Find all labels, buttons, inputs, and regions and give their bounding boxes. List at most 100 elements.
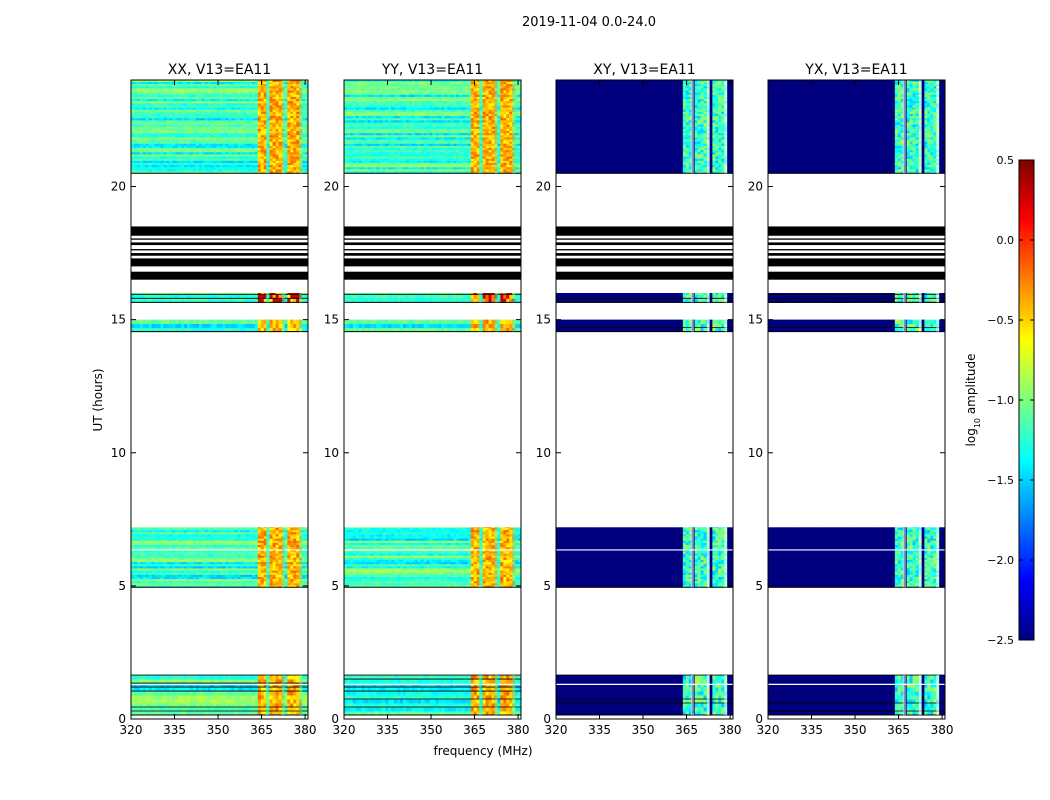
heatmap-cell: [293, 563, 297, 567]
heatmap-cell: [254, 130, 259, 134]
heatmap-cell: [240, 136, 244, 140]
heatmap-cell: [195, 527, 200, 528]
heatmap-cell: [142, 695, 147, 700]
heatmap-cell: [246, 570, 250, 573]
heatmap-cell: [184, 105, 188, 108]
heatmap-cell: [305, 113, 308, 117]
heatmap-cell: [210, 533, 214, 537]
heatmap-cell: [157, 538, 161, 541]
heatmap-cell: [225, 695, 229, 700]
heatmap-cell: [181, 576, 185, 580]
heatmap-cell: [175, 102, 179, 106]
heatmap-cell: [216, 531, 220, 535]
heatmap-cell: [225, 139, 229, 142]
heatmap-cell: [237, 578, 241, 582]
heatmap-cell: [278, 578, 282, 582]
heatmap-cell: [187, 132, 191, 136]
heatmap-cell: [195, 683, 200, 688]
heatmap-cell: [133, 124, 138, 127]
heatmap-cell: [131, 568, 135, 571]
heatmap-cell: [216, 691, 220, 696]
heatmap-cell: [246, 563, 250, 567]
heatmap-cell: [163, 136, 167, 140]
heatmap-cell: [190, 533, 194, 537]
heatmap-cell: [136, 111, 141, 114]
heatmap-cell: [269, 154, 273, 157]
heatmap-cell: [175, 111, 179, 114]
heatmap-cell: [234, 141, 238, 144]
heatmap-cell: [157, 158, 161, 161]
heatmap-cell: [240, 711, 244, 716]
heatmap-cell: [201, 707, 206, 712]
heatmap-cell: [190, 699, 194, 704]
heatmap-cell: [240, 551, 244, 554]
heatmap-cell: [278, 298, 282, 303]
heatmap-cell: [181, 130, 185, 134]
heatmap-cell: [154, 166, 158, 170]
heatmap-cell: [243, 533, 247, 537]
heatmap-cell: [216, 679, 220, 684]
heatmap-cell: [204, 327, 209, 332]
heatmap-cell: [145, 141, 150, 144]
heatmap-cell: [260, 166, 265, 170]
heatmap-cell: [184, 319, 188, 325]
heatmap-cell: [166, 572, 170, 575]
heatmap-cell: [172, 319, 176, 325]
heatmap-cell: [216, 546, 220, 550]
heatmap-cell: [145, 126, 150, 129]
heatmap-cell: [175, 675, 179, 680]
heatmap-cell: [178, 136, 182, 140]
heatmap-cell: [251, 565, 256, 569]
heatmap-cell: [178, 691, 182, 696]
heatmap-cell: [296, 551, 300, 554]
heatmap-cell: [249, 544, 253, 548]
heatmap-cell: [184, 113, 188, 117]
heatmap-cell: [178, 94, 182, 97]
heatmap-cell: [175, 531, 179, 535]
heatmap-cell: [275, 695, 279, 700]
heatmap-cell: [166, 540, 170, 543]
heatmap-cell: [169, 703, 173, 708]
heatmap-cell: [296, 557, 300, 560]
heatmap-cell: [210, 540, 214, 543]
heatmap-cell: [142, 574, 147, 577]
heatmap-cell: [228, 105, 232, 108]
heatmap-cell: [145, 156, 150, 159]
heatmap-cell: [272, 143, 276, 146]
heatmap-cell: [293, 711, 297, 716]
heatmap-cell: [198, 553, 203, 556]
heatmap-cell: [234, 162, 238, 166]
heatmap-cell: [213, 707, 217, 712]
heatmap-cell: [260, 124, 265, 127]
heatmap-cell: [204, 585, 209, 588]
heatmap-cell: [231, 105, 235, 108]
heatmap-cell: [198, 151, 203, 155]
heatmap-cell: [184, 536, 188, 539]
heatmap-cell: [228, 96, 232, 100]
heatmap-cell: [260, 679, 265, 684]
heatmap-cell: [225, 113, 229, 117]
heatmap-cell: [187, 107, 191, 110]
heatmap-cell: [139, 570, 144, 573]
heatmap-cell: [243, 154, 247, 157]
heatmap-cell: [192, 134, 197, 138]
heatmap-cell: [195, 141, 200, 144]
heatmap-cell: [275, 538, 279, 541]
heatmap-cell: [169, 119, 173, 123]
heatmap-cell: [207, 160, 212, 163]
heatmap-cell: [251, 578, 256, 582]
heatmap-cell: [231, 128, 235, 131]
heatmap-cell: [192, 711, 197, 716]
heatmap-cell: [148, 557, 153, 560]
heatmap-cell: [284, 107, 288, 110]
heatmap-cell: [302, 546, 306, 550]
heatmap-cell: [243, 115, 247, 119]
heatmap-cell: [145, 154, 150, 157]
heatmap-cell: [136, 327, 141, 332]
heatmap-cell: [260, 132, 265, 136]
heatmap-cell: [234, 679, 238, 684]
heatmap-cell: [133, 527, 138, 528]
heatmap-cell: [231, 531, 235, 535]
heatmap-cell: [305, 156, 308, 159]
heatmap-cell: [225, 546, 229, 550]
